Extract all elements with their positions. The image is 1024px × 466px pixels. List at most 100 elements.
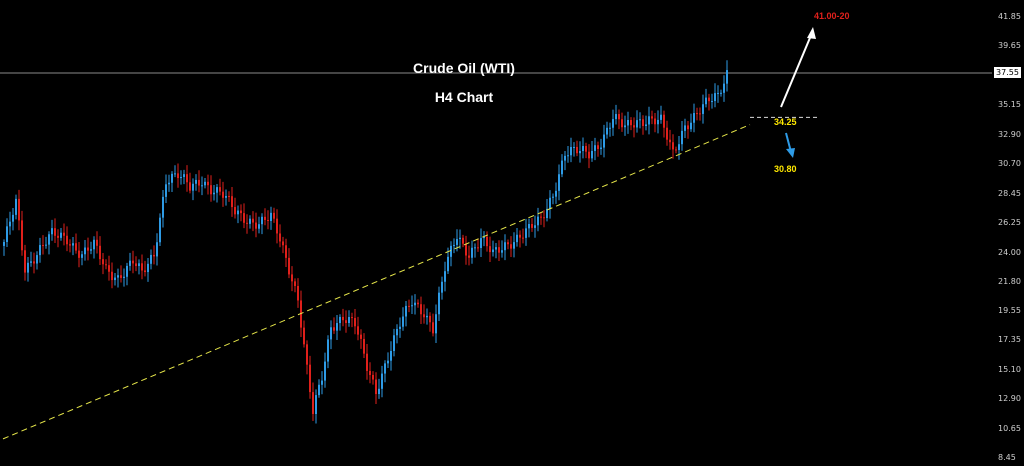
candle-body xyxy=(507,242,509,245)
candle-body xyxy=(549,197,551,209)
candle-body xyxy=(147,263,149,273)
candle-body xyxy=(636,120,638,128)
candle-body xyxy=(75,243,77,251)
candle-body xyxy=(570,147,572,156)
candle-body xyxy=(522,237,524,239)
candle-body xyxy=(720,92,722,94)
candle-body xyxy=(432,322,434,334)
candle-body xyxy=(39,245,41,256)
candle-body xyxy=(372,374,374,380)
candle-body xyxy=(303,327,305,345)
candle-body xyxy=(393,335,395,351)
candle-body xyxy=(141,263,143,271)
candle-body xyxy=(105,264,107,266)
candle-body xyxy=(510,244,512,249)
candle-body xyxy=(57,235,59,238)
candle-body xyxy=(99,245,101,260)
candle-body xyxy=(426,315,428,318)
candle-body xyxy=(441,281,443,293)
candle-body xyxy=(213,192,215,195)
y-tick-label: 17.35 xyxy=(998,335,1021,345)
candle-body xyxy=(273,212,275,219)
candle-body xyxy=(639,119,641,121)
candle-body xyxy=(27,262,29,273)
candle-body xyxy=(282,241,284,246)
candle-body xyxy=(321,380,323,385)
candle-body xyxy=(18,198,20,221)
candle-body xyxy=(609,127,611,129)
candle-body xyxy=(378,388,380,395)
candle-body xyxy=(111,271,113,281)
y-tick-label: 24.00 xyxy=(998,247,1021,257)
candle-body xyxy=(201,185,203,187)
chart-subtitle: H4 Chart xyxy=(434,89,494,105)
candle-body xyxy=(108,265,110,272)
candle-body xyxy=(48,234,50,245)
candle-body xyxy=(582,146,584,151)
candle-body xyxy=(204,181,206,186)
candle-body xyxy=(69,244,71,246)
candle-body xyxy=(450,245,452,257)
candle-body xyxy=(489,246,491,253)
candle-body xyxy=(129,260,131,266)
candle-body xyxy=(192,183,194,191)
y-tick-label: 28.45 xyxy=(998,188,1021,198)
candle-body xyxy=(423,314,425,318)
candle-body xyxy=(327,339,329,362)
y-tick-label: 8.45 xyxy=(998,453,1016,462)
current-price-badge: 37.55 xyxy=(994,67,1021,78)
y-tick-label: 15.10 xyxy=(998,365,1021,375)
candle-body xyxy=(63,232,65,236)
candle-body xyxy=(90,249,92,251)
y-tick-label: 10.65 xyxy=(998,423,1021,433)
candle-body xyxy=(93,239,95,250)
candle-body xyxy=(114,277,116,281)
candle-body xyxy=(405,305,407,317)
candle-body xyxy=(711,101,713,103)
candle-body xyxy=(480,238,482,248)
candle-body xyxy=(633,125,635,128)
candle-body xyxy=(306,344,308,365)
candle-body xyxy=(261,216,263,225)
candle-body xyxy=(264,216,266,220)
candle-body xyxy=(651,116,653,119)
candle-body xyxy=(516,234,518,243)
candle-body xyxy=(315,395,317,414)
candle-body xyxy=(285,245,287,258)
candle-body xyxy=(276,218,278,234)
candle-body xyxy=(15,198,17,215)
candle-body xyxy=(654,118,656,125)
candle-body xyxy=(678,144,680,151)
candle-body xyxy=(498,247,500,253)
candle-body xyxy=(216,187,218,193)
candle-body xyxy=(219,187,221,192)
candle-body xyxy=(519,234,521,238)
candle-body xyxy=(528,223,530,229)
candle-body xyxy=(390,350,392,361)
candle-body xyxy=(693,113,695,123)
candle-body xyxy=(135,263,137,267)
candle-body xyxy=(12,214,14,222)
candle-body xyxy=(417,302,419,305)
candle-body xyxy=(459,237,461,240)
chart-title: Crude Oil (WTI) xyxy=(413,60,515,76)
candle-body xyxy=(267,219,269,221)
candle-body xyxy=(120,275,122,278)
candle-body xyxy=(483,236,485,239)
candle-body xyxy=(606,127,608,135)
candle-body xyxy=(297,285,299,301)
candle-body xyxy=(534,225,536,228)
candle-body xyxy=(246,222,248,224)
candle-body xyxy=(117,275,119,278)
candle-body xyxy=(429,315,431,323)
candle-body xyxy=(576,146,578,154)
candle-body xyxy=(348,317,350,324)
candle-body xyxy=(585,146,587,152)
candle-body xyxy=(159,217,161,243)
candle-body xyxy=(597,145,599,149)
candle-body xyxy=(333,327,335,331)
candle-body xyxy=(375,379,377,395)
candle-body xyxy=(411,305,413,307)
candle-body xyxy=(675,149,677,151)
